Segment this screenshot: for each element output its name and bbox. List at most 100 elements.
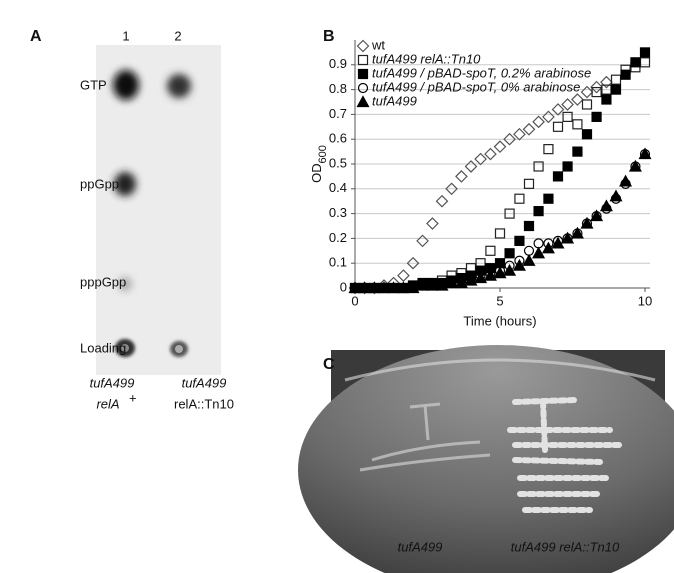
point [406, 281, 420, 294]
legend-marker [357, 68, 369, 80]
lane-caption: relA [96, 396, 119, 411]
y-tick-label: 0 [340, 279, 347, 294]
point [562, 111, 573, 122]
point [504, 248, 515, 259]
legend-label: tufA499 relA::Tn10 [372, 51, 481, 66]
spot-label: GTP [80, 77, 107, 92]
point [533, 238, 544, 249]
x-tick-label: 0 [351, 293, 358, 308]
point [601, 94, 612, 105]
point [494, 228, 506, 239]
point [630, 57, 641, 68]
point [455, 170, 468, 183]
y-tick-label: 0.3 [329, 205, 347, 220]
plate-caption: tufA499 relA::Tn10 [511, 539, 620, 554]
point [514, 235, 525, 246]
point [503, 132, 516, 146]
legend-label: tufA499 / pBAD-spoT, 0.2% arabinose [372, 65, 591, 80]
point [445, 182, 458, 196]
point [523, 220, 535, 232]
point [348, 281, 362, 294]
point [533, 161, 544, 172]
point [435, 278, 449, 291]
point [590, 80, 603, 94]
point [416, 278, 430, 291]
y-tick-label: 0.8 [329, 81, 347, 96]
point [639, 47, 651, 58]
series [348, 75, 613, 295]
legend-marker [357, 82, 369, 94]
point [504, 208, 515, 219]
y-tick-label: 0.6 [329, 131, 347, 146]
point [358, 281, 372, 294]
spot-label: Loading [80, 340, 126, 355]
point [522, 122, 536, 136]
point [570, 226, 584, 239]
x-tick-label: 10 [638, 293, 652, 308]
y-tick-label: 0.9 [329, 56, 347, 71]
point [426, 217, 439, 230]
point [639, 57, 651, 68]
point [483, 268, 497, 281]
tlc-plate [96, 45, 221, 375]
streak [359, 402, 491, 472]
plate-rim [344, 358, 656, 382]
point [474, 152, 487, 166]
spot [118, 277, 132, 291]
lane-caption: relA::Tn10 [174, 396, 234, 411]
y-tick-label: 0.5 [329, 155, 347, 170]
point [600, 75, 613, 89]
point [523, 178, 535, 189]
point [377, 281, 391, 294]
point [416, 234, 429, 248]
point [523, 245, 535, 256]
point [561, 231, 575, 244]
spot-center [175, 345, 183, 353]
point [610, 84, 622, 95]
point [512, 258, 526, 271]
legend-marker [356, 39, 370, 53]
point [561, 98, 574, 111]
point [493, 266, 507, 279]
x-axis-title: Time (hours) [463, 313, 536, 328]
point [485, 245, 496, 256]
point [474, 271, 488, 284]
plate [298, 345, 674, 573]
panel-label: A [30, 28, 42, 45]
spot [113, 70, 139, 100]
point [580, 216, 594, 229]
point [619, 174, 633, 187]
plate-caption: tufA499 [398, 539, 443, 554]
point [590, 209, 604, 222]
point [406, 256, 420, 270]
legend-label: wt [371, 37, 385, 52]
point [543, 144, 554, 155]
point [396, 281, 410, 294]
point [484, 147, 497, 161]
colonies [507, 397, 623, 513]
point [454, 276, 468, 289]
point [532, 246, 546, 259]
spot-label: ppGpp [80, 176, 119, 191]
point [445, 276, 459, 289]
point [610, 74, 622, 85]
spot-label: pppGpp [80, 274, 126, 289]
point [551, 103, 565, 116]
y-tick-label: 0.4 [329, 180, 347, 195]
point [572, 146, 583, 157]
legend-label: tufA499 / pBAD-spoT, 0% arabinose [372, 79, 580, 94]
point [367, 281, 381, 294]
point [464, 273, 478, 286]
legend-label: tufA499 [372, 93, 417, 108]
lane-number: 2 [174, 28, 181, 43]
point [552, 121, 564, 132]
point [591, 111, 602, 122]
y-axis-title: OD600 [309, 145, 328, 183]
point [425, 278, 439, 291]
point [599, 199, 613, 212]
x-tick-label: 5 [496, 293, 503, 308]
point [387, 281, 401, 294]
point [397, 269, 410, 282]
point [591, 86, 602, 98]
point [551, 236, 565, 249]
